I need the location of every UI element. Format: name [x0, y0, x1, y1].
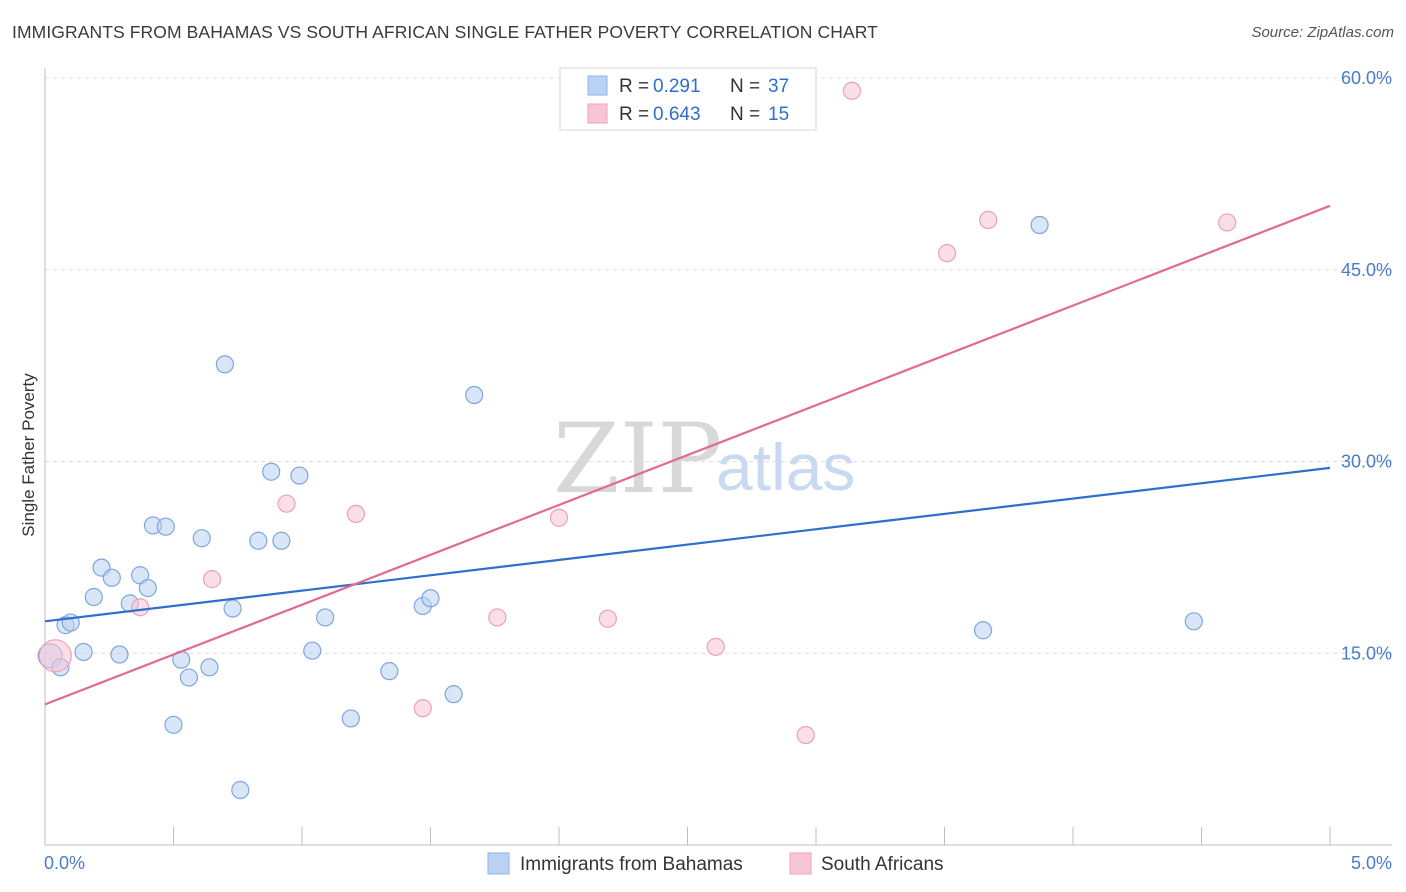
point-bahamas-13 — [156, 517, 175, 536]
legend-n-label-south-africans: N = — [730, 104, 760, 125]
point-south-africans-3 — [277, 494, 296, 513]
point-south-africans-12 — [937, 244, 957, 263]
bottom-legend: Immigrants from Bahamas South Africans — [487, 852, 944, 875]
point-bahamas-21 — [231, 780, 250, 800]
source-label: Source: ZipAtlas.com — [1251, 24, 1394, 41]
legend-r-label-south-africans: R = — [619, 104, 649, 125]
bottom-legend-swatch-bahamas — [487, 852, 510, 875]
point-south-africans-0 — [38, 639, 72, 673]
scatter-points — [37, 81, 1237, 800]
point-bahamas-14 — [164, 715, 183, 734]
bottom-legend-swatch-south-africans — [789, 852, 812, 875]
bottom-legend-label-south-africans: South Africans — [821, 854, 944, 875]
legend-r-value-south-africans: 0.643 — [653, 104, 701, 125]
trendline-bahamas — [44, 466, 1331, 623]
point-south-africans-14 — [1218, 213, 1237, 232]
legend-n-value-bahamas: 37 — [768, 76, 789, 97]
point-bahamas-16 — [179, 668, 199, 687]
legend-n-value-south-africans: 15 — [768, 104, 789, 125]
x-tick-label-max: 5.0% — [1351, 853, 1392, 873]
point-bahamas-20 — [223, 599, 242, 618]
point-bahamas-18 — [200, 658, 219, 677]
point-bahamas-8 — [110, 645, 129, 664]
point-bahamas-26 — [303, 641, 322, 660]
point-south-africans-11 — [842, 81, 862, 100]
point-bahamas-17 — [192, 529, 211, 548]
legend-n-label-bahamas: N = — [730, 76, 760, 97]
point-bahamas-31 — [421, 589, 440, 608]
point-bahamas-22 — [249, 531, 268, 550]
legend-r-label-bahamas: R = — [619, 76, 649, 97]
point-bahamas-24 — [272, 531, 291, 550]
point-south-africans-1 — [130, 598, 150, 617]
point-bahamas-28 — [341, 709, 360, 728]
point-south-africans-8 — [598, 609, 617, 628]
point-bahamas-35 — [1030, 215, 1049, 235]
point-bahamas-11 — [138, 578, 157, 598]
y-tick-label-3: 60.0% — [1341, 68, 1392, 88]
point-south-africans-13 — [979, 210, 998, 229]
point-bahamas-29 — [380, 662, 399, 681]
trendline-south-africans — [44, 204, 1331, 706]
point-south-africans-7 — [549, 508, 569, 527]
x-tick-label-min: 0.0% — [44, 853, 85, 873]
point-south-africans-2 — [202, 570, 222, 589]
trendlines — [44, 204, 1331, 706]
point-south-africans-6 — [488, 608, 507, 627]
watermark-atlas: atlas — [716, 430, 855, 504]
chart-title: IMMIGRANTS FROM BAHAMAS VS SOUTH AFRICAN… — [12, 22, 878, 42]
point-bahamas-4 — [74, 642, 93, 662]
point-bahamas-33 — [465, 385, 484, 405]
point-south-africans-5 — [413, 699, 432, 718]
legend-swatch-bahamas — [587, 75, 608, 96]
point-bahamas-27 — [316, 608, 335, 627]
point-south-africans-4 — [346, 504, 366, 524]
y-tick-label-0: 15.0% — [1341, 643, 1392, 663]
point-bahamas-25 — [290, 466, 309, 485]
point-south-africans-10 — [796, 725, 815, 745]
point-bahamas-5 — [84, 587, 103, 607]
point-bahamas-34 — [973, 621, 993, 640]
y-tick-labels: 15.0% 30.0% 45.0% 60.0% — [1341, 68, 1392, 663]
y-tick-label-2: 45.0% — [1341, 260, 1392, 280]
legend-r-value-bahamas: 0.291 — [653, 76, 701, 97]
y-tick-label-1: 30.0% — [1341, 452, 1392, 472]
point-bahamas-36 — [1184, 612, 1203, 631]
legend: R = 0.291 N = 37 R = 0.643 N = 15 — [559, 67, 817, 131]
axes — [44, 68, 1392, 846]
legend-swatch-south-africans — [587, 103, 608, 124]
point-bahamas-7 — [102, 568, 121, 587]
gridlines — [45, 77, 1392, 654]
point-bahamas-23 — [262, 462, 281, 481]
y-axis-label: Single Father Poverty — [19, 373, 38, 537]
bottom-legend-label-bahamas: Immigrants from Bahamas — [520, 854, 743, 875]
point-bahamas-32 — [444, 685, 463, 704]
point-south-africans-9 — [706, 637, 725, 656]
point-bahamas-19 — [215, 355, 234, 374]
